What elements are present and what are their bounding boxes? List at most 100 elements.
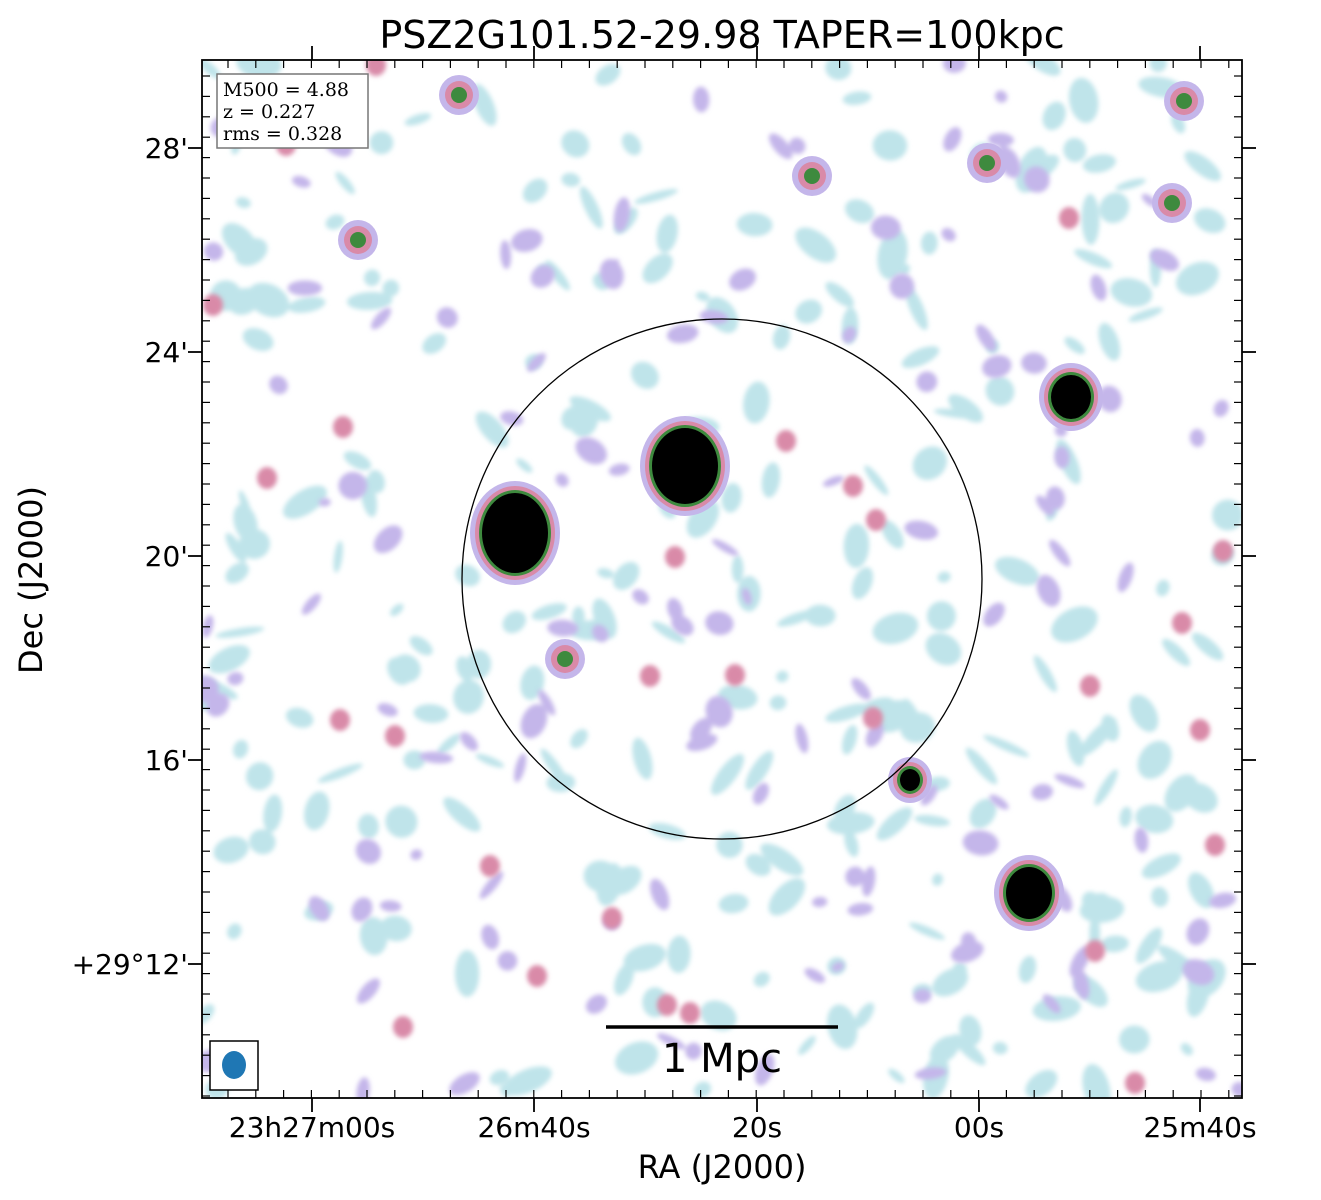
noise-blob: [700, 1000, 737, 1031]
noise-blob: [642, 253, 673, 284]
noise-blob: [995, 556, 1040, 586]
pink-peak: [366, 60, 386, 76]
noise-blob: [481, 924, 500, 950]
noise-blob: [731, 555, 744, 583]
noise-blob: [287, 280, 323, 296]
noise-blob: [522, 178, 548, 203]
noise-blob: [623, 943, 666, 972]
noise-blob: [338, 471, 368, 500]
noise-blob: [614, 962, 635, 996]
noise-blob: [845, 866, 865, 887]
noise-blob: [1180, 1042, 1193, 1056]
bright-source-left: [470, 481, 560, 585]
r500-circle: [461, 318, 983, 840]
noise-blob: [419, 751, 454, 764]
noise-blob: [555, 473, 569, 487]
noise-blob: [933, 408, 980, 419]
noise-blob: [208, 644, 250, 674]
noise-blob: [215, 626, 265, 638]
x-axis-label: RA (J2000): [638, 1148, 807, 1186]
noise-blob: [475, 753, 505, 768]
noise-blob: [847, 902, 874, 916]
axis-ticks: [188, 46, 1256, 1112]
noise-blob: [1033, 655, 1057, 693]
noise-blob: [460, 732, 478, 751]
pink-peak: [385, 725, 405, 747]
faint-compact-source: [967, 143, 1007, 183]
noise-blob: [1194, 208, 1226, 234]
noise-blob: [283, 485, 327, 519]
noise-blob: [932, 873, 944, 886]
y-tick-label: +29°12': [72, 948, 188, 981]
noise-blob: [632, 589, 649, 605]
noise-blob: [1024, 60, 1061, 76]
noise-blob: [776, 670, 789, 683]
noise-blob: [920, 231, 938, 255]
pink-peak: [1080, 675, 1100, 697]
pink-peak: [602, 907, 622, 929]
noise-blob: [1069, 946, 1090, 978]
noise-blob: [1068, 77, 1099, 123]
bright-source-center: [640, 416, 730, 516]
noise-blob: [872, 130, 908, 161]
noise-blob: [1182, 959, 1215, 986]
noise-blob: [912, 446, 948, 480]
noise-blob: [404, 113, 432, 126]
noise-blob: [851, 567, 874, 600]
pink-peak: [203, 294, 223, 316]
pink-peak: [257, 467, 277, 489]
y-tick-label: 28': [145, 132, 188, 165]
noise-blob: [634, 188, 678, 204]
noise-blob: [985, 376, 1015, 406]
noise-blob: [511, 229, 543, 253]
axes-frame: [201, 59, 1243, 1099]
noise-blob: [269, 375, 288, 395]
noise-blob: [538, 689, 556, 716]
pink-peak: [776, 430, 796, 452]
noise-blob: [768, 133, 793, 160]
noise-blob: [1063, 137, 1087, 163]
noise-blob: [363, 269, 381, 287]
noise-blob: [1176, 261, 1219, 296]
noise-blob: [995, 90, 1008, 103]
noise-blob: [854, 1002, 875, 1029]
noise-blob: [466, 649, 492, 679]
noise-blob: [547, 619, 579, 637]
noise-blob: [1051, 606, 1098, 643]
pink-peak: [1190, 719, 1210, 741]
noise-blob: [355, 838, 381, 865]
noise-blob: [227, 923, 242, 940]
noise-blob: [741, 587, 752, 605]
noise-blob: [437, 733, 461, 755]
noise-blob: [982, 355, 1012, 379]
noise-blob: [962, 830, 999, 856]
noise-blob: [777, 610, 816, 627]
noise-blob: [561, 130, 590, 158]
info-redshift: z = 0.227: [223, 101, 315, 123]
noise-blob: [889, 273, 915, 299]
noise-blob: [1135, 927, 1163, 964]
noise-blob: [238, 529, 270, 560]
noise-blob: [242, 327, 274, 351]
noise-blob: [234, 238, 268, 266]
noise-blob: [382, 279, 400, 297]
noise-blob: [736, 212, 773, 237]
info-rms: rms = 0.328: [223, 123, 342, 145]
pink-peak: [1085, 940, 1105, 962]
noise-blob: [1134, 827, 1149, 853]
noise-blob: [909, 922, 945, 940]
noise-blob: [454, 950, 480, 997]
noise-blob: [500, 240, 512, 270]
noise-blob: [1054, 446, 1070, 469]
info-box: [216, 73, 369, 149]
noise-blob: [870, 215, 901, 240]
noise-blob: [347, 291, 393, 310]
noise-blob: [969, 798, 997, 829]
noise-blob: [695, 291, 710, 302]
x-tick-label: 20s: [732, 1111, 782, 1144]
noise-blob: [798, 1035, 816, 1055]
noise-blob: [937, 571, 951, 583]
noise-blob: [351, 897, 373, 922]
noise-blob: [965, 747, 998, 785]
